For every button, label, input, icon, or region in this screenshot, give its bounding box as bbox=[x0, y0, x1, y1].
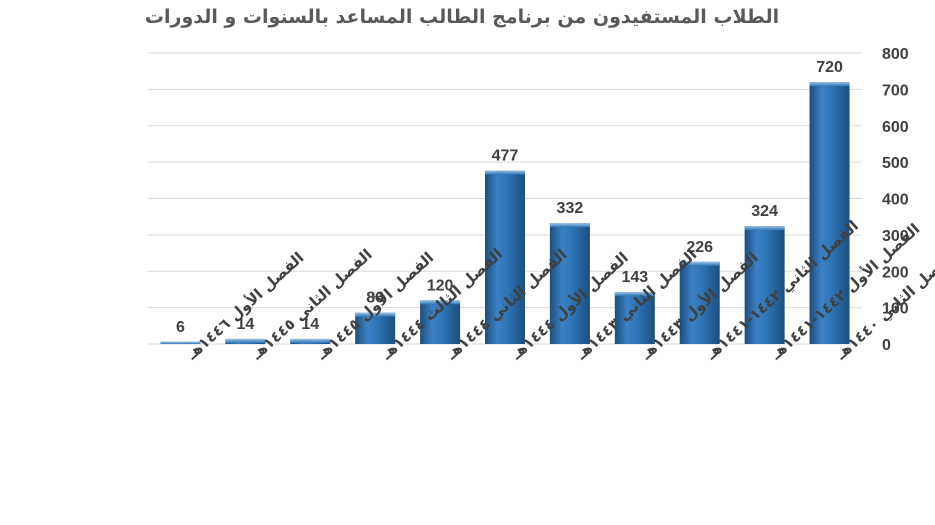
bar bbox=[420, 300, 461, 344]
data-label: 332 bbox=[557, 200, 584, 217]
bar bbox=[614, 291, 655, 344]
bar-highlight bbox=[744, 226, 785, 231]
y-tick-label: 700 bbox=[882, 82, 909, 99]
bar bbox=[679, 261, 720, 344]
data-label: 720 bbox=[816, 59, 843, 76]
data-label: 14 bbox=[236, 316, 254, 333]
data-label: 143 bbox=[621, 269, 648, 286]
bar-highlight bbox=[809, 82, 850, 87]
bars bbox=[160, 82, 850, 344]
bar-highlight bbox=[225, 338, 266, 343]
bar-highlight bbox=[355, 312, 396, 317]
bar-highlight bbox=[485, 170, 525, 175]
bar bbox=[160, 341, 201, 344]
bar bbox=[355, 312, 396, 344]
y-axis-ticks: 0 100 200 300 400 500 600 700 800 bbox=[882, 46, 909, 354]
y-tick-label: 0 bbox=[882, 337, 891, 354]
bar-highlight bbox=[290, 338, 331, 343]
bar bbox=[549, 223, 590, 344]
bar bbox=[225, 338, 266, 344]
y-tick-label: 300 bbox=[882, 228, 909, 245]
data-label: 6 bbox=[176, 319, 185, 336]
y-tick-label: 800 bbox=[882, 46, 909, 63]
data-label: 324 bbox=[751, 203, 778, 220]
bar-highlight bbox=[679, 261, 720, 266]
data-label: 477 bbox=[492, 147, 519, 164]
data-label: 86 bbox=[366, 290, 384, 307]
y-tick-label: 100 bbox=[882, 301, 909, 318]
bar-highlight bbox=[160, 341, 201, 344]
bar bbox=[485, 170, 525, 344]
y-tick-label: 500 bbox=[882, 155, 909, 172]
bar-highlight bbox=[420, 300, 461, 305]
bar bbox=[290, 338, 331, 344]
x-tick-label: الفصل الأول ١٤٤٦هـ bbox=[182, 249, 307, 364]
data-label: 14 bbox=[301, 316, 319, 333]
bar bbox=[744, 226, 785, 344]
bar bbox=[809, 82, 850, 344]
bar-body bbox=[679, 261, 720, 344]
bar-highlight bbox=[614, 291, 655, 296]
chart-title: الطلاب المستفيدون من برنامج الطالب المسا… bbox=[145, 6, 779, 28]
x-tick-label: الفصل الأول ١٤٤٥هـ bbox=[312, 249, 437, 364]
bar-body bbox=[614, 291, 655, 344]
bar-body bbox=[549, 223, 590, 344]
y-tick-label: 600 bbox=[882, 119, 909, 136]
data-labels: 6 14 14 86 120 477 332 143 226 324 720 bbox=[176, 59, 843, 336]
y-tick-label: 400 bbox=[882, 192, 909, 209]
y-tick-label: 200 bbox=[882, 264, 909, 281]
data-label: 120 bbox=[427, 277, 454, 294]
bar-body bbox=[744, 226, 785, 344]
bar-highlight bbox=[549, 223, 590, 228]
bar-body bbox=[420, 300, 461, 344]
bar-body bbox=[485, 170, 525, 344]
data-label: 226 bbox=[686, 239, 713, 256]
bar-body bbox=[809, 82, 850, 344]
x-tick-label: الفصل الثاني ١٤٤٥هـ bbox=[247, 245, 375, 363]
bar-body bbox=[355, 312, 396, 344]
